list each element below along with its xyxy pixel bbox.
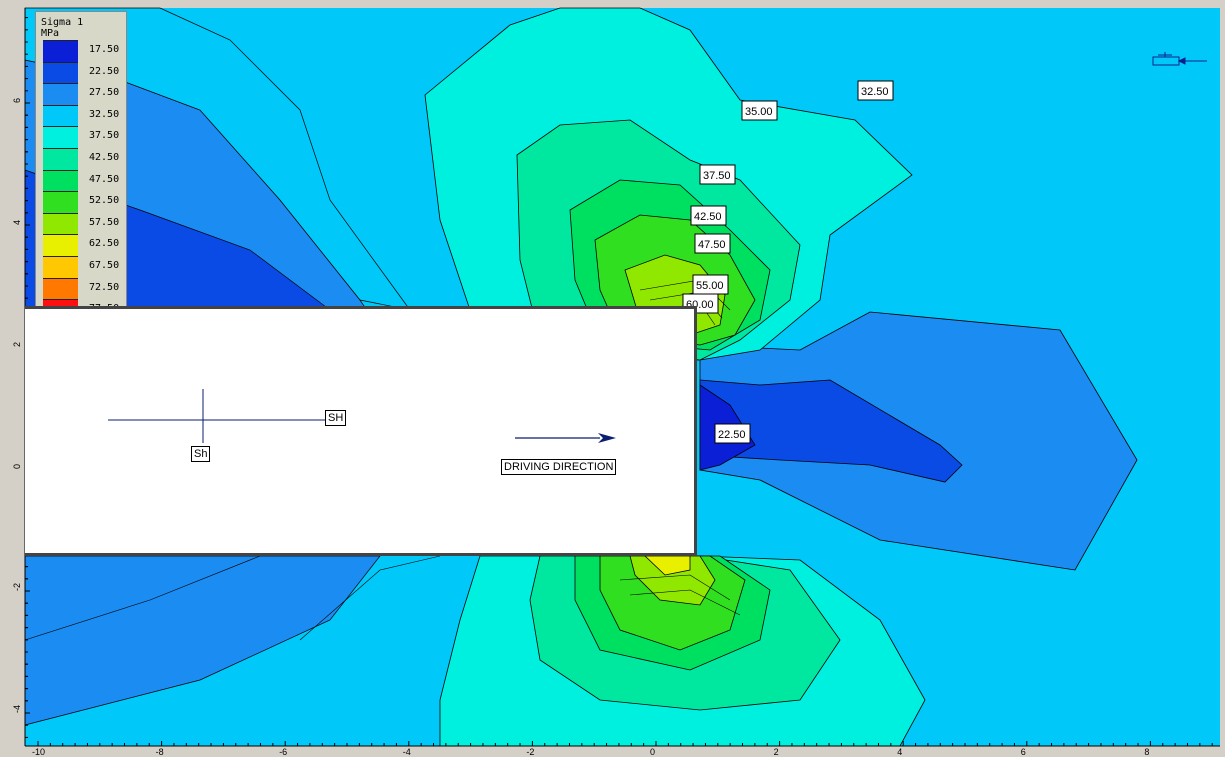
legend-swatch [43,234,78,256]
contour-label: 55.00 [692,274,729,295]
contour-label: 35.00 [741,100,778,121]
legend-entry: 32.50 [43,104,125,127]
tunnel-graphics [108,389,616,443]
legend-swatch [43,104,78,127]
legend-swatch [43,212,78,235]
legend-entry: 67.50 [43,256,125,278]
legend-swatch [43,40,78,62]
contour-band-57-lower [629,555,716,606]
legend-swatch [43,169,78,192]
legend-entry: 42.50 [43,148,125,170]
y-tick-label: -4 [12,705,22,713]
y-tick-label: -2 [12,583,22,591]
legend-unit: MPa [41,28,60,39]
x-axis-ticks: -10 -8 -6 -4 -2 0 2 4 6 8 [32,741,1213,757]
stress-marker-icon [1152,52,1207,66]
x-tick-label: -4 [403,747,411,757]
y-tick-label: 2 [12,342,22,347]
legend-swatch [43,61,78,84]
legend-swatch [43,126,78,148]
y-tick-label: 0 [12,464,22,469]
legend-value: 37.50 [89,130,120,142]
legend-value: 42.50 [89,152,120,163]
contour-label: 22.50 [714,423,751,444]
driving-direction-label: DRIVING DIRECTION [501,459,617,475]
sh-minor-label: Sh [191,446,211,462]
y-tick-label: 6 [12,98,22,103]
legend-value: 57.50 [89,216,120,228]
x-tick-label: 4 [897,747,902,757]
legend-swatch [43,256,78,278]
legend-entry: 62.50 [43,234,125,256]
arrow-right-icon [598,433,616,443]
contour-label: 47.50 [694,233,731,254]
legend-value: 32.50 [89,108,120,120]
legend-value: 52.50 [89,195,120,207]
x-tick-label: 0 [650,747,655,757]
legend-entry: 52.50 [43,191,125,213]
contour-label: 37.50 [699,164,736,185]
legend-title: Sigma 1 [41,17,84,28]
x-tick-label: 8 [1144,747,1149,757]
x-tick-label: -8 [156,747,164,757]
legend-swatch [43,277,78,300]
sh-major-label: SH [325,410,347,426]
legend-swatch [43,148,78,170]
svg-text:37.50: 37.50 [703,170,731,182]
legend-entry: 17.50 [43,40,125,62]
x-tick-label: -6 [279,747,287,757]
contour-band-62-lower [643,555,691,576]
x-tick-label: 6 [1021,747,1026,757]
contour-label: 42.50 [690,205,727,226]
legend-value: 62.50 [89,238,120,250]
svg-text:47.50: 47.50 [698,239,726,251]
svg-text:22.50: 22.50 [718,429,746,441]
legend-swatch [43,83,78,105]
legend-swatch [43,191,78,213]
svg-text:55.00: 55.00 [696,280,724,292]
contour-band-22-right [699,379,963,483]
tunnel-section: SH Sh DRIVING DIRECTION [25,306,697,556]
color-legend: Sigma 1 MPa 17.50 22.50 27.50 32.50 37.50 42.… [35,11,127,321]
legend-entry: 47.50 [43,169,125,192]
svg-text:32.50: 32.50 [861,86,889,98]
legend-value: 17.50 [89,44,120,55]
x-tick-label: -2 [526,747,534,757]
svg-text:35.00: 35.00 [745,106,773,118]
legend-value: 22.50 [89,65,120,77]
legend-value: 67.50 [89,260,120,271]
legend-entry: 57.50 [43,212,125,235]
x-tick-label: 2 [774,747,779,757]
legend-value: 72.50 [89,281,120,293]
legend-value: 27.50 [89,87,120,99]
legend-value: 47.50 [89,173,120,185]
legend-entry: 27.50 [43,83,125,105]
contour-lines [24,279,741,641]
contour-label: 32.50 [857,80,894,101]
legend-entry: 22.50 [43,61,125,84]
y-tick-label: 4 [12,220,22,225]
legend-entry: 72.50 [43,277,125,300]
legend-entry: 37.50 [43,126,125,148]
svg-text:42.50: 42.50 [694,211,722,223]
x-tick-label: -10 [32,747,45,757]
